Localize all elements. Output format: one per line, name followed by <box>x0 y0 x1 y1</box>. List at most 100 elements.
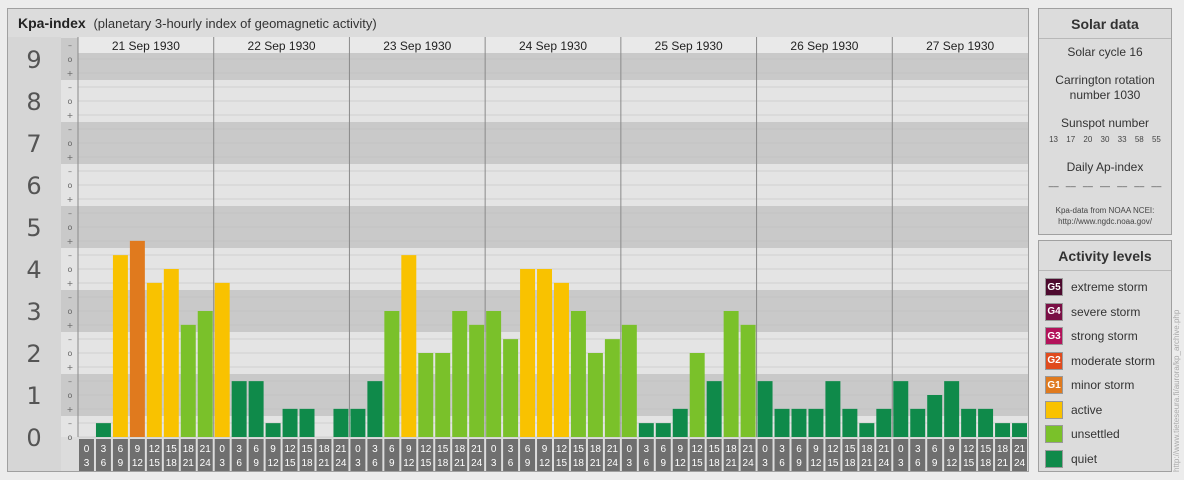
day-label: 26 Sep 1930 <box>790 39 858 53</box>
hour-start-label: 0 <box>355 444 361 455</box>
hour-label-box <box>197 439 213 471</box>
chart-title: Kpa-index (planetary 3-hourly index of g… <box>18 15 377 31</box>
hour-end-label: 6 <box>372 458 378 469</box>
day-label: 21 Sep 1930 <box>112 39 180 53</box>
archive-url[interactable]: http://www.tieteseura.fi/aurora/kp_archi… <box>1172 309 1181 472</box>
kp-bar <box>299 408 315 437</box>
kp-bar <box>146 282 162 437</box>
legend-label: quiet <box>1071 451 1098 466</box>
hour-end-label: 18 <box>980 458 992 469</box>
hour-start-label: 21 <box>1014 444 1026 455</box>
y-axis-column <box>8 37 61 471</box>
y-sub-tick: o <box>68 223 73 232</box>
hour-end-label: 3 <box>84 458 90 469</box>
ap-label: Daily Ap-index <box>1066 160 1144 174</box>
y-sub-tick: – <box>68 83 72 92</box>
hour-end-label: 9 <box>932 458 938 469</box>
hour-label-box <box>520 439 536 471</box>
ap-value: –– <box>1099 181 1110 191</box>
hour-start-label: 3 <box>101 444 107 455</box>
carrington-line-2: number 1030 <box>1069 88 1141 102</box>
legend-item-active: active <box>1039 398 1171 423</box>
legend-item-g4: G4 severe storm <box>1039 300 1171 325</box>
hour-end-label: 6 <box>779 458 785 469</box>
hour-start-label: 21 <box>607 444 619 455</box>
legend-label: extreme storm <box>1071 280 1148 295</box>
hour-label-box <box>808 439 824 471</box>
hour-start-label: 15 <box>301 444 313 455</box>
hour-label-box <box>401 439 417 471</box>
source-link[interactable]: http://www.ngdc.noaa.gov/ <box>1058 217 1152 226</box>
ap-values: –– –– –– –– –– –– –– <box>1039 181 1171 191</box>
hour-start-label: 0 <box>898 444 904 455</box>
hour-label-box <box>418 439 434 471</box>
hour-end-label: 6 <box>915 458 921 469</box>
hour-end-label: 9 <box>660 458 666 469</box>
kp-bar <box>723 311 739 437</box>
y-tick-label: 0 <box>26 424 41 452</box>
hour-start-label: 9 <box>949 444 955 455</box>
hour-label-box <box>910 439 926 471</box>
y-sub-tick: o <box>68 433 73 442</box>
kp-bar <box>842 408 858 437</box>
hour-start-label: 9 <box>813 444 819 455</box>
kp-bar <box>825 381 841 437</box>
hour-end-label: 24 <box>471 458 483 469</box>
kp-bar <box>112 255 128 437</box>
hour-start-label: 0 <box>491 444 497 455</box>
y-sub-tick: + <box>67 153 74 162</box>
hour-end-label: 21 <box>590 458 602 469</box>
hour-end-label: 24 <box>200 458 212 469</box>
day-label: 24 Sep 1930 <box>519 39 587 53</box>
hour-end-label: 18 <box>437 458 449 469</box>
hour-end-label: 9 <box>253 458 259 469</box>
kp-bar <box>638 423 654 437</box>
hour-label-box <box>825 439 841 471</box>
hour-start-label: 15 <box>709 444 721 455</box>
day-label: 27 Sep 1930 <box>926 39 994 53</box>
y-sub-tick: – <box>68 125 72 134</box>
y-tick-label: 9 <box>26 46 41 74</box>
hour-start-label: 9 <box>135 444 141 455</box>
hour-end-label: 12 <box>403 458 415 469</box>
kp-bar <box>961 408 977 437</box>
kp-bar <box>163 269 179 437</box>
ap-value: –– <box>1117 181 1128 191</box>
hour-start-label: 0 <box>627 444 633 455</box>
kp-bar <box>367 381 383 437</box>
kp-bar <box>655 423 671 437</box>
hour-end-label: 12 <box>268 458 280 469</box>
hour-start-label: 12 <box>284 444 296 455</box>
y-sub-tick: o <box>68 349 73 358</box>
kp-bar <box>350 408 366 437</box>
legend-item-unsettled: unsettled <box>1039 422 1171 447</box>
legend-label: active <box>1071 402 1103 417</box>
legend-swatch <box>1045 449 1063 468</box>
hour-start-label: 15 <box>166 444 178 455</box>
y-sub-tick: + <box>67 363 74 372</box>
legend-swatch <box>1045 425 1063 444</box>
hour-end-label: 18 <box>166 458 178 469</box>
hour-start-label: 15 <box>573 444 585 455</box>
hour-label-box <box>638 439 654 471</box>
hour-label-box <box>95 439 111 471</box>
hour-start-label: 18 <box>183 444 195 455</box>
y-sub-tick: o <box>68 97 73 106</box>
kp-bar <box>1012 423 1027 437</box>
y-sub-tick: – <box>68 419 72 428</box>
hour-label-box <box>655 439 671 471</box>
kp-bar <box>129 240 145 437</box>
kp-bar <box>248 381 264 437</box>
hour-label-box <box>791 439 807 471</box>
day-label: 23 Sep 1930 <box>383 39 451 53</box>
hour-end-label: 24 <box>1014 458 1026 469</box>
hour-label-box <box>231 439 247 471</box>
hour-start-label: 21 <box>878 444 890 455</box>
hour-label-box <box>79 439 94 471</box>
y-sub-tick: – <box>68 335 72 344</box>
hour-label-box <box>995 439 1011 471</box>
legend-label: unsettled <box>1071 427 1120 442</box>
hour-end-label: 9 <box>525 458 531 469</box>
legend-swatch <box>1045 400 1063 419</box>
day-header-row <box>78 37 1028 53</box>
